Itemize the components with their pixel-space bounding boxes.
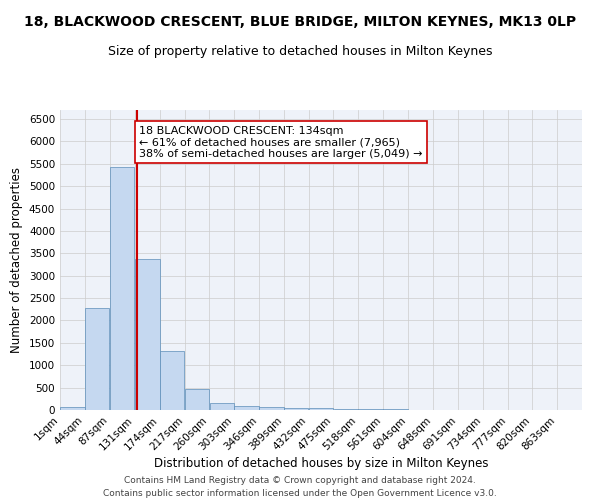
- Bar: [235, 406, 259, 410]
- Bar: [259, 408, 284, 410]
- Bar: [85, 308, 109, 410]
- Bar: [110, 167, 134, 410]
- Bar: [60, 408, 85, 410]
- Bar: [160, 352, 184, 410]
- Y-axis label: Number of detached properties: Number of detached properties: [10, 167, 23, 353]
- Text: Size of property relative to detached houses in Milton Keynes: Size of property relative to detached ho…: [108, 45, 492, 58]
- Bar: [209, 403, 234, 410]
- Bar: [135, 258, 160, 410]
- Bar: [334, 408, 358, 410]
- Bar: [358, 409, 383, 410]
- Bar: [309, 408, 333, 410]
- Text: 18, BLACKWOOD CRESCENT, BLUE BRIDGE, MILTON KEYNES, MK13 0LP: 18, BLACKWOOD CRESCENT, BLUE BRIDGE, MIL…: [24, 15, 576, 29]
- Bar: [185, 389, 209, 410]
- Bar: [284, 408, 308, 410]
- Text: 18 BLACKWOOD CRESCENT: 134sqm
← 61% of detached houses are smaller (7,965)
38% o: 18 BLACKWOOD CRESCENT: 134sqm ← 61% of d…: [139, 126, 422, 159]
- X-axis label: Distribution of detached houses by size in Milton Keynes: Distribution of detached houses by size …: [154, 458, 488, 470]
- Text: Contains HM Land Registry data © Crown copyright and database right 2024.
Contai: Contains HM Land Registry data © Crown c…: [103, 476, 497, 498]
